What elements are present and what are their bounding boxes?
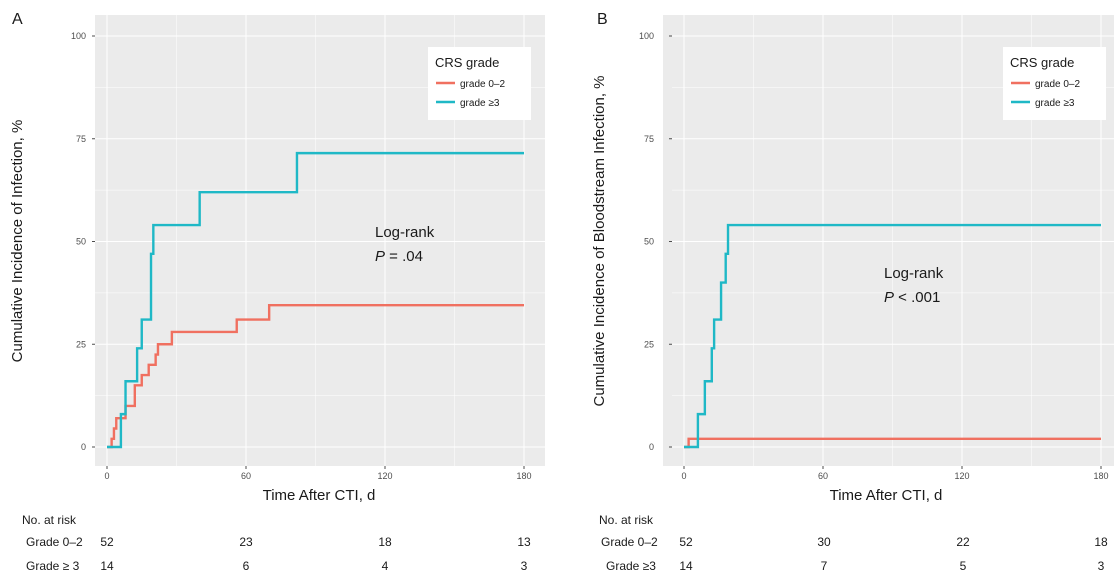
panel-b-risk-label-high: Grade ≥3 bbox=[606, 559, 656, 573]
panel-b-legend-label-high: grade ≥3 bbox=[1035, 98, 1075, 109]
panel-b-risk-low-60: 30 bbox=[817, 535, 831, 549]
panel-a-series bbox=[107, 151, 524, 449]
panel-b-risk-header: No. at risk bbox=[599, 513, 654, 527]
panel-b-y-tick-label-100: 100 bbox=[639, 31, 654, 41]
panel-b-legend-title: CRS grade bbox=[1010, 55, 1074, 70]
panel-a-legend-title: CRS grade bbox=[435, 55, 499, 70]
panel-a-y-ticks: 0 25 50 75 100 bbox=[71, 31, 95, 452]
panel-a-x-ticks: 0 60 120 180 bbox=[104, 466, 532, 481]
panel-a-series-grade-3-plus bbox=[107, 151, 524, 449]
panel-b-y-ticks: 0 25 50 75 100 bbox=[639, 31, 672, 452]
panel-b-logrank-label: Log-rank bbox=[884, 265, 944, 282]
panel-b-y-axis-title: Cumulative Incidence of Bloodstream Infe… bbox=[591, 75, 608, 406]
panel-a-p-text: = .04 bbox=[385, 248, 423, 265]
panel-a-y-tick-label-50: 50 bbox=[76, 237, 86, 247]
panel-b-y-tick-label-0: 0 bbox=[649, 442, 654, 452]
panel-b-legend-label-low: grade 0–2 bbox=[1035, 79, 1080, 90]
panel-a-risk-low-60: 23 bbox=[239, 535, 253, 549]
panel-b-letter: B bbox=[597, 11, 608, 28]
panel-a-risk-high-120: 4 bbox=[382, 559, 389, 573]
panel-b-y-tick-label-25: 25 bbox=[644, 339, 654, 349]
panel-b-annotation: Log-rank P < .001 bbox=[884, 265, 944, 306]
panel-a: A 0 25 50 75 100 0 60 120 180 Time After CTI, d… bbox=[9, 11, 545, 573]
panel-a-risk-low-120: 18 bbox=[378, 535, 392, 549]
panel-a-legend-label-high: grade ≥3 bbox=[460, 98, 500, 109]
panel-a-series-grade-0-2 bbox=[107, 304, 524, 449]
panel-b-x-tick-label-0: 0 bbox=[681, 471, 686, 481]
panel-b-x-axis-title: Time After CTI, d bbox=[830, 487, 943, 504]
panel-b-risk-low-180: 18 bbox=[1094, 535, 1108, 549]
panel-a-y-tick-label-25: 25 bbox=[76, 339, 86, 349]
panel-a-p-symbol: P bbox=[375, 248, 385, 265]
panel-b-risk-low-120: 22 bbox=[956, 535, 970, 549]
panel-a-x-tick-label-0: 0 bbox=[104, 471, 109, 481]
panel-a-risk-high-180: 3 bbox=[521, 559, 528, 573]
panel-a-x-tick-label-60: 60 bbox=[241, 471, 251, 481]
panel-a-risk-label-low: Grade 0–2 bbox=[26, 535, 83, 549]
panel-a-risk-low-180: 13 bbox=[517, 535, 531, 549]
panel-b-p-value: P < .001 bbox=[884, 289, 940, 306]
panel-a-risk-high-0: 14 bbox=[100, 559, 114, 573]
panel-a-risk-header: No. at risk bbox=[22, 513, 77, 527]
panel-b-x-tick-label-180: 180 bbox=[1093, 471, 1108, 481]
panel-b-series bbox=[684, 223, 1101, 449]
panel-a-x-axis-title: Time After CTI, d bbox=[263, 487, 376, 504]
panel-a-y-tick-label-0: 0 bbox=[81, 442, 86, 452]
panel-b-risk-high-60: 7 bbox=[821, 559, 828, 573]
panel-a-x-tick-label-120: 120 bbox=[377, 471, 392, 481]
panel-a-risk-high-60: 6 bbox=[243, 559, 250, 573]
panel-b-risk-low-0: 52 bbox=[679, 535, 693, 549]
panel-a-risk-label-high: Grade ≥ 3 bbox=[26, 559, 80, 573]
panel-a-p-value: P = .04 bbox=[375, 248, 423, 265]
panel-a-logrank-label: Log-rank bbox=[375, 224, 435, 241]
panel-b-risk-label-low: Grade 0–2 bbox=[601, 535, 658, 549]
panel-b-y-tick-label-50: 50 bbox=[644, 237, 654, 247]
panel-a-y-tick-label-100: 100 bbox=[71, 31, 86, 41]
panel-a-letter: A bbox=[12, 11, 23, 28]
panel-b-x-tick-label-120: 120 bbox=[954, 471, 969, 481]
panel-b-risk-table: No. at risk Grade 0–2 Grade ≥3 52 30 22 … bbox=[599, 513, 1108, 573]
panel-a-risk-table: No. at risk Grade 0–2 Grade ≥ 3 52 23 18… bbox=[22, 513, 531, 573]
panel-b-x-ticks: 0 60 120 180 bbox=[681, 466, 1109, 481]
panel-b-series-grade-3-plus bbox=[684, 223, 1101, 449]
panel-b-x-tick-label-60: 60 bbox=[818, 471, 828, 481]
panel-b-p-symbol: P bbox=[884, 289, 894, 306]
panel-b-risk-high-180: 3 bbox=[1098, 559, 1105, 573]
panel-b-p-text: < .001 bbox=[894, 289, 940, 306]
panel-a-legend-label-low: grade 0–2 bbox=[460, 79, 505, 90]
panel-a-annotation: Log-rank P = .04 bbox=[375, 224, 435, 265]
panel-b-y-tick-label-75: 75 bbox=[644, 134, 654, 144]
panel-a-risk-low-0: 52 bbox=[100, 535, 114, 549]
panel-a-legend: CRS grade grade 0–2 grade ≥3 bbox=[428, 47, 531, 120]
panel-a-y-tick-label-75: 75 bbox=[76, 134, 86, 144]
panel-a-y-axis-title: Cumulative Incidence of Infection, % bbox=[9, 120, 26, 363]
panel-a-x-tick-label-180: 180 bbox=[516, 471, 531, 481]
panel-b-legend: CRS grade grade 0–2 grade ≥3 bbox=[1003, 47, 1106, 120]
panel-b-risk-high-0: 14 bbox=[679, 559, 693, 573]
panel-b-risk-high-120: 5 bbox=[960, 559, 967, 573]
